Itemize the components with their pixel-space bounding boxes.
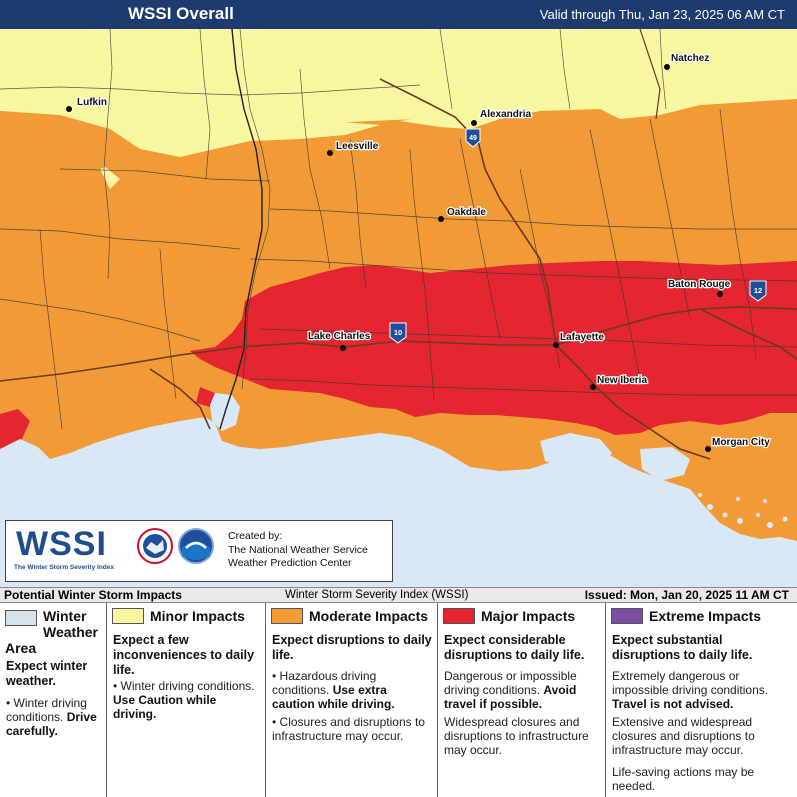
state-boundary: [219, 29, 263, 430]
svg-text:New Iberia: New Iberia: [597, 375, 647, 386]
legend-summary-winter: Expect winter weather.: [6, 659, 88, 688]
city-new-iberia: New Iberia: [590, 374, 649, 390]
wssi-logo-box: WSSI The Winter Storm Severity Index Cre…: [5, 520, 393, 582]
svg-text:12: 12: [754, 286, 762, 295]
city-alexandria: Alexandria: [471, 108, 533, 126]
legend-col-major: Major Impacts Expect considerable disrup…: [438, 603, 606, 797]
wssi-logo: WSSI: [16, 525, 107, 563]
svg-text:Oakdale: Oakdale: [447, 207, 486, 218]
noaa-logo-icon: [178, 528, 214, 564]
county-boundaries: [0, 29, 797, 430]
legend-item-winter-1: Winter driving conditions. Drive careful…: [6, 696, 106, 738]
legend-col-moderate: Moderate Impacts Expect disruptions to d…: [266, 603, 438, 797]
city-lake-charles: Lake Charles: [307, 330, 372, 351]
wssi-map[interactable]: 49 10 12 Natchez Lufkin Alexandria Leesv…: [0, 29, 797, 587]
city-leesville: Leesville: [327, 140, 380, 156]
svg-text:10: 10: [394, 328, 402, 337]
legend-item-major-1: Dangerous or impossible driving conditio…: [444, 669, 577, 711]
legend-item-moderate-1: Hazardous driving conditions. Use extra …: [272, 669, 432, 711]
legend-item-extreme-2: Extensive and widespread closures and di…: [612, 715, 755, 757]
swatch-moderate: [271, 608, 303, 624]
legend-col-minor: Minor Impacts Expect a few inconvenience…: [107, 603, 266, 797]
legend-heading: Potential Winter Storm Impacts: [4, 588, 182, 602]
legend-summary-moderate: Expect disruptions to daily life.: [272, 633, 432, 662]
legend-summary-major: Expect considerable disruptions to daily…: [444, 633, 585, 662]
impact-legend: Winter Weather Area Expect winter weathe…: [0, 603, 797, 797]
swatch-winter: [5, 610, 37, 626]
coastal-marsh: [698, 493, 788, 528]
svg-text:Lafayette: Lafayette: [560, 332, 604, 343]
city-lufkin: Lufkin: [66, 96, 108, 112]
svg-text:Natchez: Natchez: [671, 53, 709, 64]
svg-text:Lake Charles: Lake Charles: [308, 331, 371, 342]
svg-text:Morgan City: Morgan City: [712, 437, 770, 448]
svg-text:Alexandria: Alexandria: [480, 109, 532, 120]
legend-item-extreme-3: Life-saving actions may be needed.: [612, 765, 755, 793]
legend-title-winter: Winter Weather Area: [5, 608, 98, 656]
legend-item-major-2: Widespread closures and disruptions to i…: [444, 715, 589, 757]
svg-text:49: 49: [469, 135, 477, 142]
created-by: Created by: The National Weather Service…: [228, 530, 368, 569]
legend-summary-extreme: Expect substantial disruptions to daily …: [612, 633, 753, 662]
legend-title-extreme: Extreme Impacts: [649, 608, 762, 624]
swatch-major: [443, 608, 475, 624]
city-oakdale: Oakdale: [438, 206, 488, 222]
map-title: WSSI Overall: [128, 4, 234, 23]
legend-title-moderate: Moderate Impacts: [309, 608, 429, 624]
swatch-extreme: [611, 608, 643, 624]
legend-item-extreme-1: Extremely dangerous or impossible drivin…: [612, 669, 769, 711]
svg-text:Lufkin: Lufkin: [77, 97, 107, 108]
interstate-10-shield: 10: [389, 322, 407, 344]
highways: [0, 78, 797, 460]
index-name: Winter Storm Severity Index (WSSI): [285, 589, 469, 601]
legend-strip: Potential Winter Storm Impacts Winter St…: [0, 587, 797, 603]
legend-col-winter: Winter Weather Area Expect winter weathe…: [0, 603, 107, 797]
swatch-minor: [112, 608, 144, 624]
svg-text:Leesville: Leesville: [336, 141, 379, 152]
major-impact-area: [190, 261, 797, 435]
interstate-49-shield: 49: [465, 128, 481, 148]
nws-logo-icon: [137, 528, 173, 564]
interstate-12-shield: 12: [749, 280, 767, 302]
svg-text:Baton Rouge: Baton Rouge: [668, 279, 731, 290]
legend-col-extreme: Extreme Impacts Expect substantial disru…: [606, 603, 797, 797]
legend-title-major: Major Impacts: [481, 608, 576, 624]
map-canvas: 49 10 12 Natchez Lufkin Alexandria Leesv…: [0, 29, 797, 587]
legend-summary-minor: Expect a few inconveniences to daily lif…: [113, 633, 255, 677]
issued-time: Issued: Mon, Jan 20, 2025 11 AM CT: [584, 588, 789, 602]
legend-item-moderate-2: Closures and disruptions to infrastructu…: [272, 715, 432, 743]
city-baton-rouge: Baton Rouge: [667, 278, 732, 297]
header-bar: WSSI Overall Valid through Thu, Jan 23, …: [0, 0, 797, 29]
city-natchez: Natchez: [664, 52, 711, 70]
city-morgan-city: Morgan City: [705, 436, 771, 452]
wssi-tagline: The Winter Storm Severity Index: [14, 564, 114, 571]
valid-time: Valid through Thu, Jan 23, 2025 06 AM CT: [539, 7, 785, 22]
legend-item-minor-1: Winter driving conditions. Use Caution w…: [113, 679, 263, 721]
legend-title-minor: Minor Impacts: [150, 608, 245, 624]
city-lafayette: Lafayette: [553, 331, 606, 348]
